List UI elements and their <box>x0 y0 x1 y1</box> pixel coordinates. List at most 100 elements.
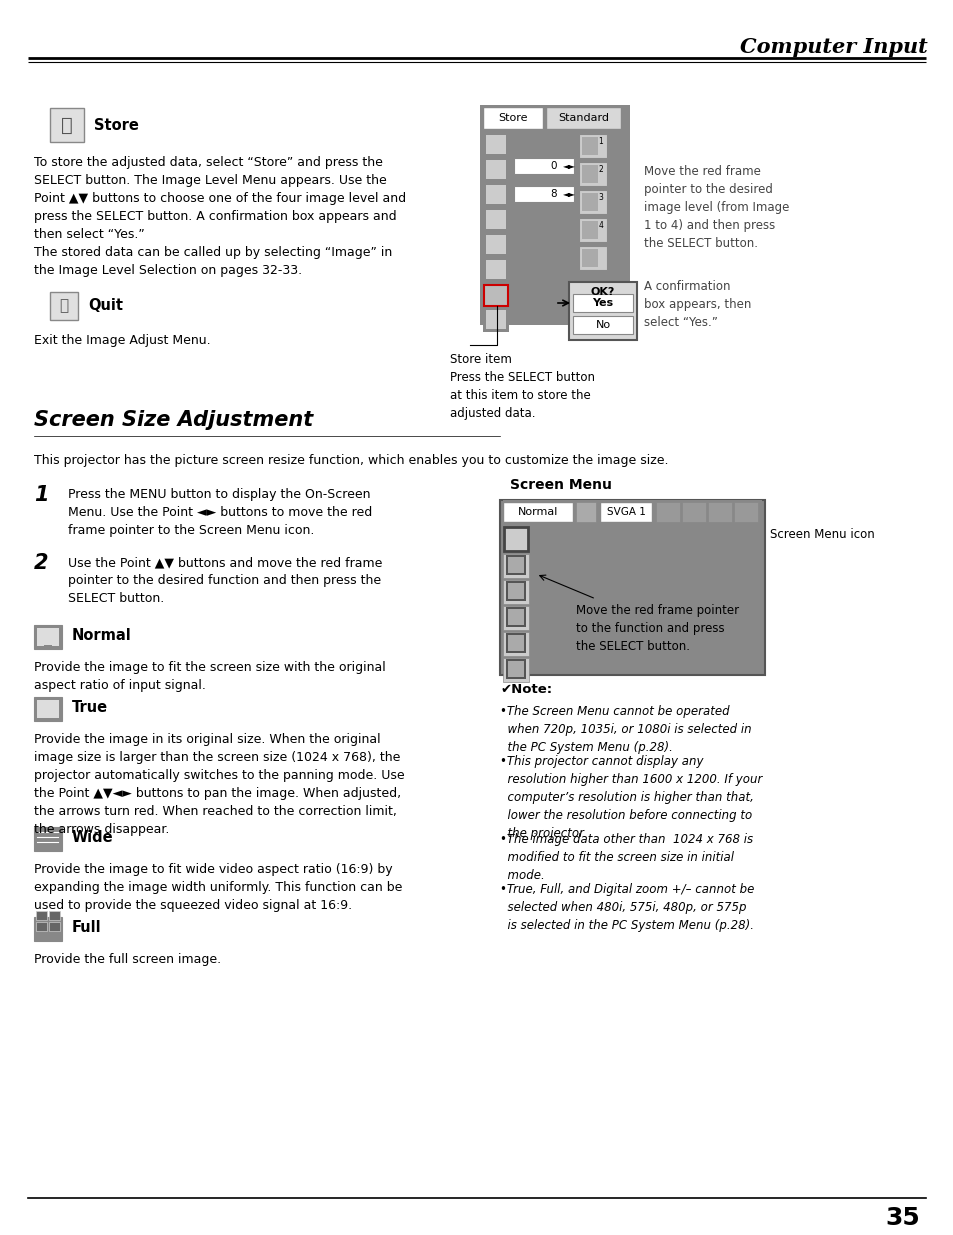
Bar <box>44 645 52 650</box>
Text: 0: 0 <box>550 161 557 170</box>
Text: 3: 3 <box>598 194 603 203</box>
Text: Move the red frame pointer
to the function and press
the SELECT button.: Move the red frame pointer to the functi… <box>576 604 739 653</box>
Text: Quit: Quit <box>88 299 123 314</box>
Text: This projector has the picture screen resize function, which enables you to cust: This projector has the picture screen re… <box>34 454 668 467</box>
Bar <box>482 233 509 257</box>
Bar <box>505 659 525 679</box>
Text: To store the adjusted data, select “Store” and press the
SELECT button. The Imag: To store the adjusted data, select “Stor… <box>34 156 406 277</box>
Bar <box>37 830 59 848</box>
Text: Standard: Standard <box>558 112 609 124</box>
Bar <box>485 310 505 329</box>
Text: ✔Note:: ✔Note: <box>499 683 552 697</box>
Bar <box>485 210 505 228</box>
Text: •This projector cannot display any
  resolution higher than 1600 x 1200. If your: •This projector cannot display any resol… <box>499 755 761 840</box>
Text: A confirmation
box appears, then
select “Yes.”: A confirmation box appears, then select … <box>643 280 751 329</box>
Bar <box>502 606 529 630</box>
Bar <box>514 158 574 174</box>
Bar <box>502 500 761 524</box>
Text: 2: 2 <box>598 165 602 174</box>
Bar <box>581 249 598 267</box>
Text: Screen Menu: Screen Menu <box>510 478 611 492</box>
Text: Full: Full <box>71 920 102 935</box>
Bar <box>502 658 529 682</box>
Text: ⚿: ⚿ <box>61 116 72 135</box>
Bar <box>578 190 606 214</box>
Text: Normal: Normal <box>71 627 132 642</box>
Bar <box>581 137 598 156</box>
Bar <box>485 235 505 254</box>
Bar <box>482 309 509 332</box>
Text: True: True <box>71 699 108 715</box>
Bar <box>578 219 606 242</box>
Bar <box>573 316 633 333</box>
Bar <box>507 557 523 573</box>
Text: Yes: Yes <box>592 298 613 308</box>
Bar <box>485 261 505 279</box>
Bar <box>581 193 598 211</box>
Bar <box>34 827 62 851</box>
Bar <box>49 923 60 931</box>
Bar <box>656 501 679 522</box>
Bar <box>681 501 705 522</box>
Text: SVGA 1: SVGA 1 <box>606 508 645 517</box>
Text: ⧉: ⧉ <box>59 299 69 314</box>
Bar <box>485 161 505 179</box>
Bar <box>36 923 47 931</box>
Text: Screen Menu icon: Screen Menu icon <box>769 529 874 541</box>
Bar <box>482 105 626 131</box>
Bar <box>545 107 620 128</box>
Bar <box>507 661 523 677</box>
Bar <box>578 246 606 270</box>
Text: Provide the image to fit the screen size with the original
aspect ratio of input: Provide the image to fit the screen size… <box>34 661 385 692</box>
Bar <box>37 629 59 646</box>
Bar <box>507 531 523 547</box>
Bar <box>578 135 606 158</box>
Bar <box>483 285 507 306</box>
Text: Store: Store <box>94 117 139 132</box>
Bar <box>479 105 629 325</box>
Bar <box>482 209 509 232</box>
Bar <box>499 500 764 676</box>
Bar <box>599 501 651 522</box>
Text: Screen Size Adjustment: Screen Size Adjustment <box>34 410 313 430</box>
Bar <box>505 634 525 653</box>
Bar <box>34 918 62 941</box>
Bar <box>502 501 573 522</box>
Text: 4: 4 <box>598 221 603 231</box>
Bar <box>485 185 505 204</box>
Bar <box>482 135 509 157</box>
Bar <box>505 606 525 627</box>
Bar <box>568 282 637 340</box>
Bar <box>576 501 596 522</box>
Bar <box>485 135 505 154</box>
Bar <box>50 291 78 320</box>
Bar <box>502 632 529 656</box>
Text: Provide the full screen image.: Provide the full screen image. <box>34 953 221 966</box>
Bar <box>502 555 529 578</box>
Text: •True, Full, and Digital zoom +/– cannot be
  selected when 480i, 575i, 480p, or: •True, Full, and Digital zoom +/– cannot… <box>499 883 754 931</box>
Bar <box>505 580 525 601</box>
Text: 2: 2 <box>34 553 49 573</box>
Bar <box>50 107 84 142</box>
Bar <box>482 107 542 128</box>
Bar <box>507 583 523 599</box>
Bar <box>581 165 598 183</box>
Text: 1: 1 <box>34 485 49 505</box>
Text: 1: 1 <box>598 137 602 147</box>
Bar <box>34 625 62 650</box>
Bar <box>505 555 525 576</box>
Text: 35: 35 <box>884 1207 919 1230</box>
Bar <box>482 159 509 182</box>
Bar <box>581 221 598 240</box>
Text: •The image data other than  1024 x 768 is
  modified to fit the screen size in i: •The image data other than 1024 x 768 is… <box>499 832 752 882</box>
Bar <box>482 259 509 282</box>
Text: ◄►: ◄► <box>562 162 575 170</box>
Bar <box>505 529 525 550</box>
Bar <box>733 501 758 522</box>
Text: OK?: OK? <box>590 287 615 296</box>
Text: Normal: Normal <box>517 508 558 517</box>
Text: Provide the image in its original size. When the original
image size is larger t: Provide the image in its original size. … <box>34 734 404 836</box>
Bar <box>502 580 529 604</box>
Bar <box>507 609 523 625</box>
Bar <box>49 911 60 920</box>
